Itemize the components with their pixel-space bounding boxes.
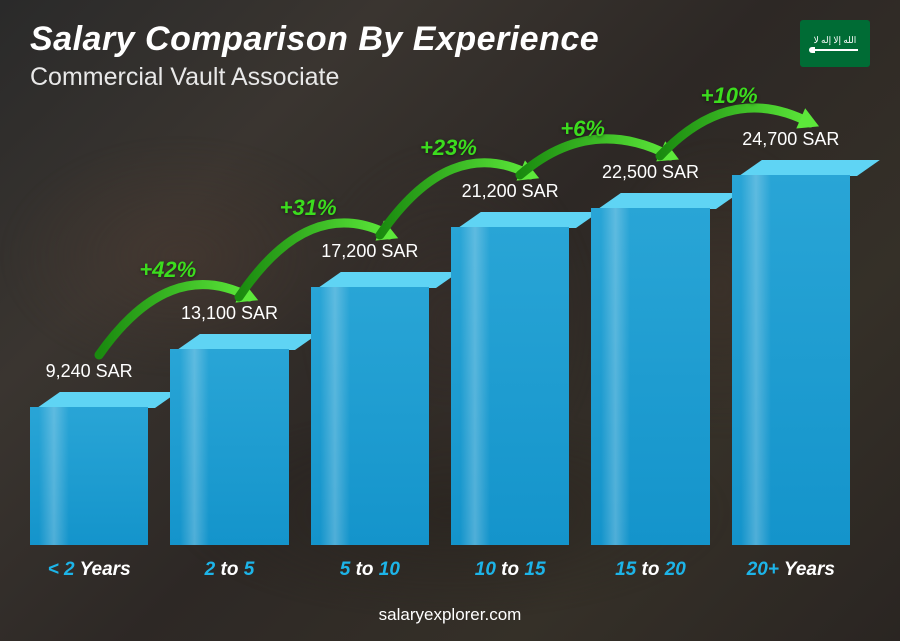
x-axis-label: 2 to 5: [205, 559, 255, 581]
bar-chart: 9,240 SAR< 2 Years13,100 SAR2 to 517,200…: [30, 101, 850, 581]
chart-title: Salary Comparison By Experience: [30, 20, 599, 59]
bar: [732, 160, 850, 545]
x-axis-label: < 2 Years: [48, 559, 131, 581]
x-axis-label: 20+ Years: [747, 559, 835, 581]
growth-pct-label: +23%: [420, 135, 477, 161]
footer-attribution: salaryexplorer.com: [0, 605, 900, 625]
bar: [451, 212, 569, 545]
bar: [30, 392, 148, 545]
bar: [311, 272, 429, 545]
bar-group: 24,700 SAR20+ Years: [732, 129, 850, 581]
growth-pct-label: +6%: [560, 116, 605, 142]
bar-group: 9,240 SAR< 2 Years: [30, 361, 148, 581]
bar-group: 22,500 SAR15 to 20: [591, 162, 709, 581]
growth-pct-label: +42%: [139, 257, 196, 283]
x-axis-label: 15 to 20: [615, 559, 686, 581]
chart-subtitle: Commercial Vault Associate: [30, 63, 599, 92]
growth-pct-label: +10%: [701, 83, 758, 109]
bar: [591, 193, 709, 545]
x-axis-label: 5 to 10: [340, 559, 400, 581]
growth-pct-label: +31%: [280, 195, 337, 221]
country-flag-icon: الله إلا إله لا: [800, 20, 870, 67]
growth-arrow-icon: [640, 66, 830, 171]
x-axis-label: 10 to 15: [475, 559, 546, 581]
